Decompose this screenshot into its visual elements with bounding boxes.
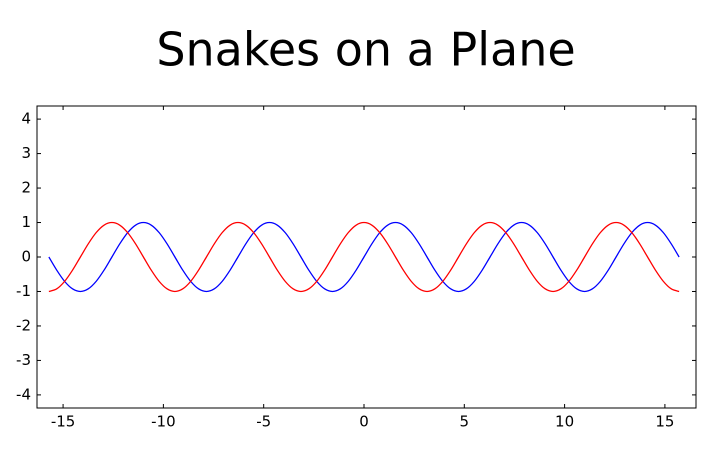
x-tick-label: -10 [151, 413, 176, 431]
y-tick-label: 2 [21, 179, 31, 197]
y-tick-label: 0 [21, 248, 31, 266]
y-tick-label: -2 [16, 316, 31, 334]
x-tick-label: -5 [256, 413, 271, 431]
x-tick-label: 10 [555, 413, 574, 431]
x-tick-label: 0 [359, 413, 369, 431]
line-series [48, 221, 680, 293]
y-tick-label: -3 [16, 351, 31, 369]
x-tick-label: 5 [460, 413, 470, 431]
x-tick-label: -15 [51, 413, 76, 431]
x-tick-label: 15 [655, 413, 674, 431]
chart-title: Snakes on a Plane [156, 23, 575, 77]
y-tick-label: 4 [21, 110, 31, 128]
line-series [48, 221, 680, 293]
y-tick-label: 3 [21, 144, 31, 162]
y-tick-label: 1 [21, 213, 31, 231]
y-tick-label: -1 [16, 282, 31, 300]
y-tick-label: -4 [16, 385, 31, 403]
